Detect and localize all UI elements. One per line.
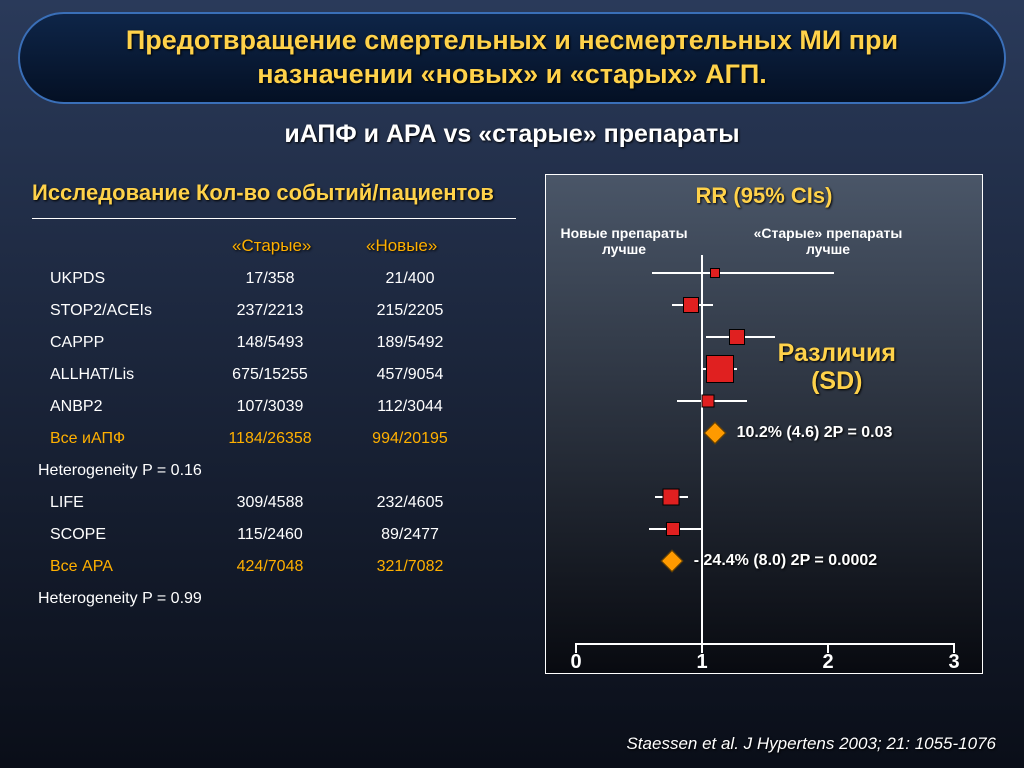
study-name: STOP2/ACEIs	[50, 302, 152, 320]
forest-plot: RR (95% CIs) Новые препаратылучше «Стары…	[545, 174, 983, 674]
label-better-old: «Старые» препаратылучше	[702, 225, 954, 257]
study-name: UKPDS	[50, 270, 105, 288]
events-new: 457/9054	[350, 366, 470, 384]
marker-square	[710, 268, 720, 278]
marker-diamond	[703, 422, 726, 445]
events-new: 994/20195	[350, 430, 470, 448]
study-name: LIFE	[50, 494, 84, 512]
header-study: Исследование	[32, 180, 190, 206]
events-new: 112/3044	[350, 398, 470, 416]
axis-tick-label: 3	[948, 651, 959, 674]
summary-result: - 24.4% (8.0) 2P = 0.0002	[694, 552, 877, 570]
callout-l2: (SD)	[811, 367, 862, 395]
table-divider	[32, 218, 516, 219]
events-old: 309/4588	[210, 494, 330, 512]
subheader-old: «Старые»	[232, 236, 311, 256]
heterogeneity-text: Heterogeneity P = 0.16	[38, 462, 202, 480]
marker-square	[662, 489, 679, 506]
events-old: 1184/26358	[210, 430, 330, 448]
events-old: 424/7048	[210, 558, 330, 576]
label-better-new: Новые препаратылучше	[546, 225, 702, 257]
header-events: Кол-во событий/пациентов	[196, 180, 494, 206]
marker-diamond	[660, 550, 683, 573]
marker-square	[666, 522, 680, 536]
events-old: 107/3039	[210, 398, 330, 416]
study-name: Все АРА	[50, 558, 113, 576]
events-old: 17/358	[210, 270, 330, 288]
marker-square	[702, 395, 715, 408]
summary-result: 10.2% (4.6) 2P = 0.03	[737, 424, 893, 442]
callout-l1: Различия	[778, 339, 896, 367]
events-new: 89/2477	[350, 526, 470, 544]
events-new: 232/4605	[350, 494, 470, 512]
reference-line	[701, 255, 703, 645]
study-name: Все иАПФ	[50, 430, 125, 448]
events-new: 215/2205	[350, 302, 470, 320]
title-text: Предотвращение смертельных и несмертельн…	[60, 24, 964, 92]
study-name: CAPPP	[50, 334, 104, 352]
subtitle: иАПФ и АРА vs «старые» препараты	[0, 120, 1024, 149]
subheader-new: «Новые»	[366, 236, 437, 256]
axis-tick-label: 0	[570, 651, 581, 674]
events-old: 237/2213	[210, 302, 330, 320]
events-old: 675/15255	[210, 366, 330, 384]
citation: Staessen et al. J Hypertens 2003; 21: 10…	[626, 734, 996, 754]
axis-tick-label: 1	[696, 651, 707, 674]
study-name: SCOPE	[50, 526, 106, 544]
events-new: 21/400	[350, 270, 470, 288]
ci-line	[652, 272, 835, 274]
callout-sd: Различия (SD)	[778, 340, 896, 395]
marker-square	[683, 297, 699, 313]
plot-title: RR (95% CIs)	[546, 183, 982, 209]
events-old: 148/5493	[210, 334, 330, 352]
x-axis: 0 1 2 3	[546, 643, 982, 673]
heterogeneity-text: Heterogeneity P = 0.99	[38, 590, 202, 608]
events-new: 321/7082	[350, 558, 470, 576]
title-box: Предотвращение смертельных и несмертельн…	[18, 12, 1006, 104]
study-name: ALLHAT/Lis	[50, 366, 134, 384]
marker-square	[729, 329, 745, 345]
marker-square	[706, 355, 734, 383]
study-name: ANBP2	[50, 398, 102, 416]
events-new: 189/5492	[350, 334, 470, 352]
axis-tick-label: 2	[822, 651, 833, 674]
slide: Предотвращение смертельных и несмертельн…	[0, 0, 1024, 768]
events-old: 115/2460	[210, 526, 330, 544]
